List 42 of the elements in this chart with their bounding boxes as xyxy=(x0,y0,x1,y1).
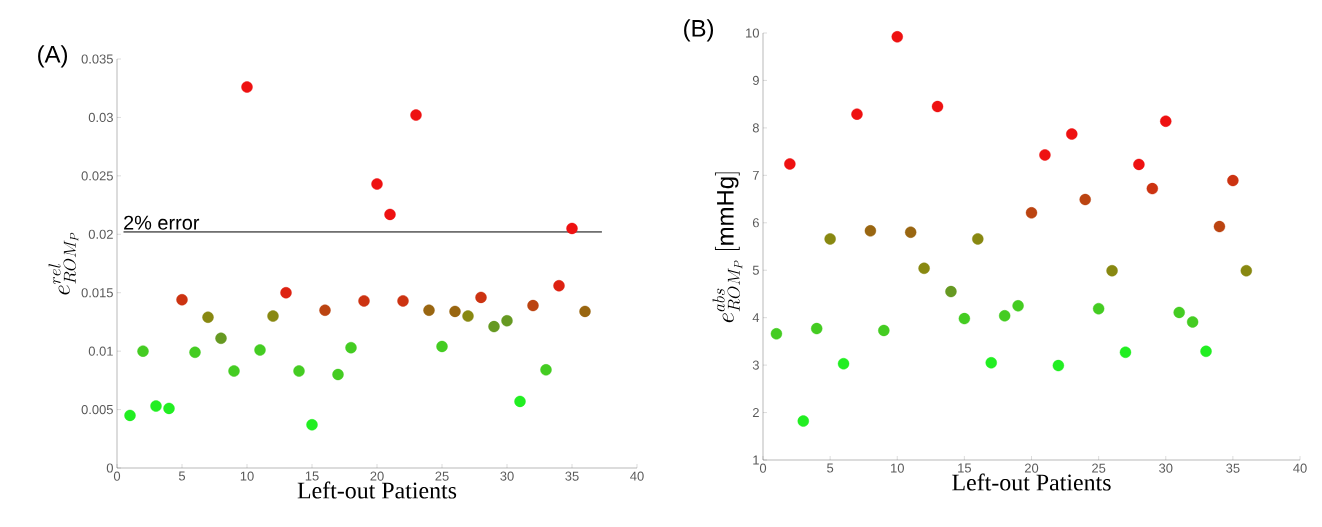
y-tick-label: 0.015 xyxy=(81,288,113,298)
x-tick-label: 20 xyxy=(370,471,384,481)
y-tick-label: 5 xyxy=(752,265,759,275)
y-tick-label: 10 xyxy=(746,28,759,38)
x-tick-label: 15 xyxy=(305,471,319,481)
y-tick-label: 0.03 xyxy=(88,112,113,123)
y-tick-label: 7 xyxy=(752,170,759,180)
chart-title: (B) xyxy=(684,19,714,42)
ref-line-label: 2% error xyxy=(124,215,200,230)
y-tick-label: 1 xyxy=(753,455,759,465)
x-tick-label: 40 xyxy=(1293,463,1307,473)
x-tick-label: 0 xyxy=(759,463,767,473)
y-tick-label: 0.01 xyxy=(88,346,113,356)
x-tick-label: 25 xyxy=(435,471,449,481)
y-tick-label: 0.005 xyxy=(81,404,113,415)
x-tick-label: 30 xyxy=(1159,463,1173,473)
x-tick-label: 10 xyxy=(891,463,904,473)
y-tick-label: 0.02 xyxy=(88,229,113,239)
x-tick-label: 15 xyxy=(958,463,972,473)
y-tick-label: 0.035 xyxy=(81,54,113,64)
x-tick-label: 35 xyxy=(565,471,579,481)
x-tick-label: 5 xyxy=(178,471,186,481)
y-tick-label: 9 xyxy=(752,75,759,86)
y-axis-title: $e^{rel}_{ROM_P}$ xyxy=(48,232,79,295)
x-tick-label: 10 xyxy=(240,471,254,481)
y-tick-label: 3 xyxy=(752,360,759,370)
y-axis-title: $e^{abs}_{ROM_P}\ [\mathrm{mmHg}]$ xyxy=(712,172,743,323)
y-tick-label: 2 xyxy=(752,408,759,418)
x-axis-title: Left-out Patients xyxy=(952,473,1111,491)
x-tick-label: 40 xyxy=(630,471,644,481)
y-tick-label: 0.025 xyxy=(81,171,113,181)
x-axis-title: Left-out Patients xyxy=(297,481,457,499)
y-tick-label: 4 xyxy=(752,313,760,323)
x-tick-label: 25 xyxy=(1092,463,1106,473)
chart-title: (A) xyxy=(38,45,67,68)
x-tick-label: 5 xyxy=(827,463,834,473)
y-tick-label: 8 xyxy=(752,123,759,133)
x-tick-label: 30 xyxy=(500,471,514,481)
x-tick-label: 0 xyxy=(113,471,121,481)
y-tick-label: 6 xyxy=(752,218,759,228)
x-tick-label: 20 xyxy=(1024,463,1039,473)
x-tick-label: 35 xyxy=(1226,463,1240,473)
